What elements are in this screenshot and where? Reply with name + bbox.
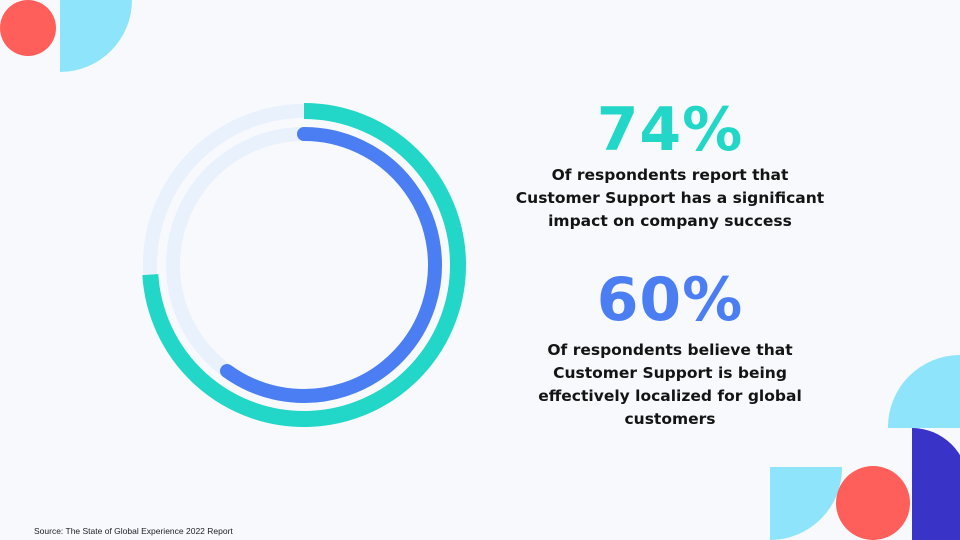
description: Of respondents believe that Customer Sup… [538,341,802,428]
description: Of respondents report that Customer Supp… [515,166,825,230]
deco-half [912,428,960,540]
deco-circle [836,466,910,540]
source: Source: The State of Global Experience 2… [34,526,233,536]
deco-quarter [60,0,132,72]
progress-arc [220,127,442,403]
deco-quarter [887,354,960,428]
value-label: 74% [596,95,744,165]
value-label: 60% [596,265,744,335]
progress-arc [142,103,466,427]
deco-quarter [770,467,843,540]
deco-circle [0,0,56,56]
